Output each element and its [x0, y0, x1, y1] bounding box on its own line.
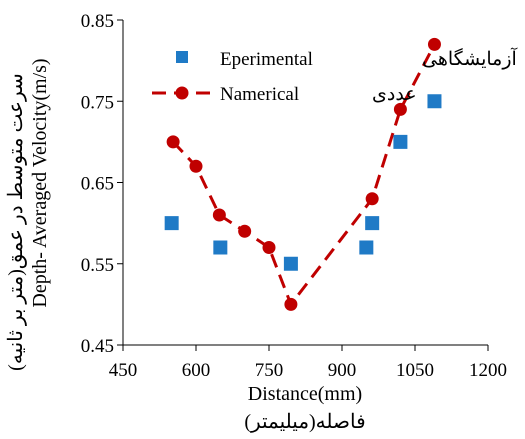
data-point-eperimental [427, 94, 442, 109]
data-point-namerical [189, 159, 203, 173]
data-point-eperimental [164, 216, 179, 231]
legend: Eperimental آزمایشگاهی Namerical عددی [152, 47, 518, 105]
data-point-namerical [365, 192, 379, 206]
x-tick-label: 900 [328, 360, 357, 381]
x-tick-label: 600 [182, 360, 211, 381]
legend-label-numerical-secondary: عددی [372, 84, 417, 105]
legend-label-experimental-secondary: آزمایشگاهی [422, 47, 518, 70]
legend-marker-experimental [176, 51, 188, 63]
data-point-namerical [166, 135, 180, 149]
legend-label-experimental: Eperimental [220, 49, 313, 70]
x-tick-label: 1050 [396, 360, 434, 381]
data-point-eperimental [359, 240, 374, 255]
x-axis-title-secondary: فاصله(میلیمتر) [244, 411, 365, 433]
data-point-namerical [262, 241, 276, 254]
data-point-namerical [238, 224, 252, 238]
x-tick-label: 750 [255, 360, 284, 381]
data-point-namerical [393, 102, 407, 116]
y-tick-label: 0.65 [81, 174, 114, 195]
series-layer [164, 37, 442, 311]
y-tick-label: 0.75 [81, 92, 114, 113]
x-ticks: 450 600 750 900 1050 1200 [109, 345, 507, 381]
data-point-eperimental [213, 240, 228, 255]
legend-label-numerical: Namerical [220, 84, 299, 105]
y-axis-title-secondary: سرعت متوسط در عمق(متر بر ثانیه) [5, 73, 27, 371]
data-point-namerical [427, 37, 441, 51]
series-line-namerical [172, 43, 436, 308]
y-axis-title: Depth- Averaged Velocity(m/s) [29, 58, 51, 307]
x-axis-title: Distance(mm) [248, 383, 362, 405]
legend-marker-numerical [175, 86, 189, 100]
data-point-eperimental [283, 256, 298, 271]
data-point-eperimental [393, 134, 408, 149]
data-point-namerical [284, 297, 298, 311]
y-tick-label: 0.85 [81, 11, 114, 32]
x-tick-label: 1200 [469, 360, 507, 381]
y-tick-label: 0.45 [81, 336, 114, 357]
y-ticks: 0.45 0.55 0.65 0.75 0.85 [81, 11, 123, 357]
y-tick-label: 0.55 [81, 255, 114, 276]
data-point-namerical [212, 208, 226, 222]
x-tick-label: 450 [109, 360, 138, 381]
data-point-eperimental [365, 216, 380, 231]
